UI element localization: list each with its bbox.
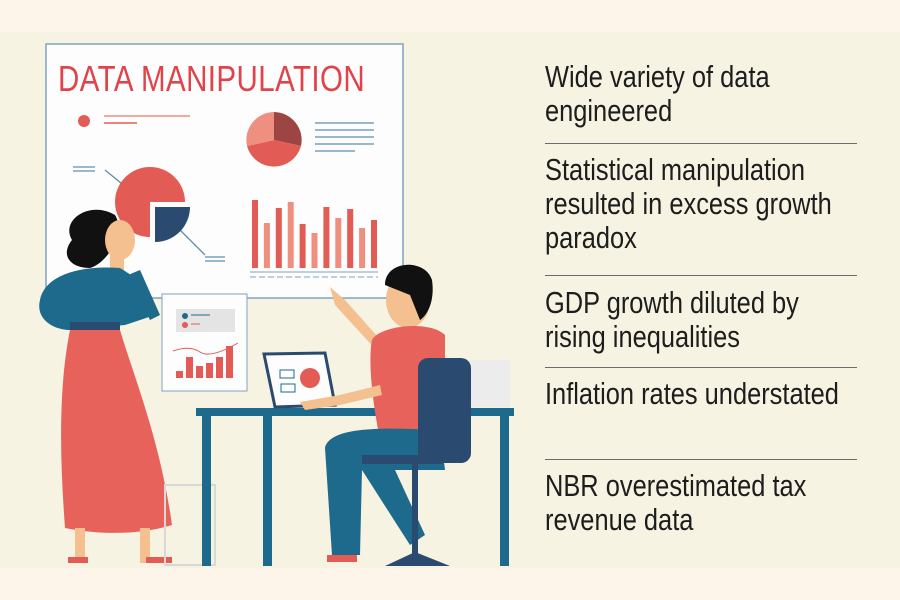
whiteboard-bar [347, 209, 354, 268]
whiteboard-bar [275, 208, 282, 268]
divider [545, 275, 857, 276]
whiteboard-bar [371, 220, 377, 268]
desk [196, 408, 514, 566]
point-2: Statistical manipulation resulted in exc… [545, 152, 832, 255]
small-poster [161, 293, 248, 392]
whiteboard-bar [299, 224, 306, 268]
whiteboard-bar [252, 200, 258, 268]
whiteboard-bar [287, 202, 294, 268]
point-4: Inflation rates understated [545, 376, 839, 411]
divider [545, 367, 857, 368]
whiteboard-bar [263, 223, 270, 268]
whiteboard-bar [311, 233, 318, 268]
small-pie-chart [246, 112, 302, 167]
divider [545, 143, 857, 144]
woman-figure [39, 209, 172, 563]
point-5: NBR overestimated tax revenue data [545, 468, 807, 537]
whiteboard-bar [323, 207, 330, 268]
whiteboard-bar [335, 218, 342, 268]
divider [545, 459, 857, 460]
chair [362, 358, 471, 566]
whiteboard-title: DATA MANIPULATION [58, 58, 366, 99]
bullet-dot [78, 115, 90, 127]
bar-chart [252, 200, 377, 268]
point-3: GDP growth diluted by rising inequalitie… [545, 285, 799, 354]
large-pie-chart [115, 167, 190, 242]
whiteboard-bar [359, 228, 366, 268]
point-1: Wide variety of data engineered [545, 59, 770, 128]
